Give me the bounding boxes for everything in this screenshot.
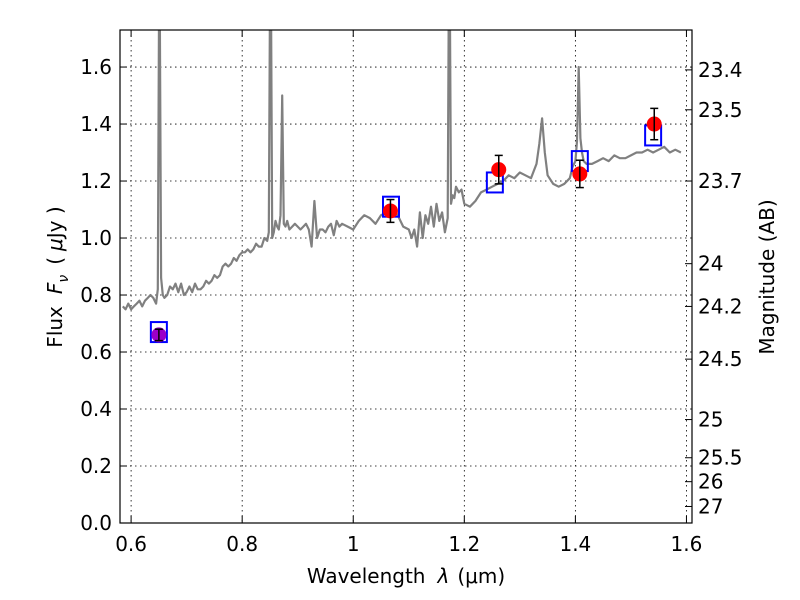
plot-background [120,30,692,523]
y-tick-label: 1.2 [80,169,112,193]
y-tick-label: 0.4 [80,397,112,421]
y-tick-label: 0.8 [80,283,112,307]
x-tick-label: 0.8 [226,532,258,556]
plot-area [122,30,682,311]
y-tick-label: 1.4 [80,112,112,136]
magnitude-tick-label: 27 [698,494,723,518]
magnitude-axis-title: Magnitude (AB) [755,199,779,354]
y-axis: 0.0 0.2 0.4 0.6 0.8 1.0 1.2 1.4 1.6 [80,55,127,535]
x-tick-label: 1 [347,532,360,556]
x-axis-title: Wavelength λ (μm) [307,564,505,588]
y-tick-label: 1.0 [80,226,112,250]
x-tick-label: 1.6 [671,532,703,556]
spectrum-line [122,30,682,311]
y-tick-label: 0.6 [80,340,112,364]
magnitude-tick-label: 23.7 [698,169,743,193]
plot-frame [119,29,693,524]
x-axis: 0.6 0.8 1 1.2 1.4 1.6 [115,30,702,556]
magnitude-tick-label: 24.2 [698,294,743,318]
x-tick-label: 0.6 [115,532,147,556]
x-tick-label: 1.4 [559,532,591,556]
y-axis-title: FluxFν(μJy ) [43,206,72,347]
y-tick-label: 0.2 [80,454,112,478]
magnitude-tick-label: 24 [698,252,723,276]
magnitude-tick-label: 24.5 [698,347,743,371]
observed-points [151,107,662,343]
magnitude-tick-label: 23.4 [698,58,743,82]
magnitude-tick-label: 26 [698,470,723,494]
magnitude-tick-label: 25.5 [698,446,743,470]
x-tick-label: 1.2 [448,532,480,556]
magnitude-tick-label: 23.5 [698,98,743,122]
y-tick-label: 1.6 [80,55,112,79]
y-tick-label: 0.0 [80,511,112,535]
magnitude-tick-label: 25 [698,408,723,432]
